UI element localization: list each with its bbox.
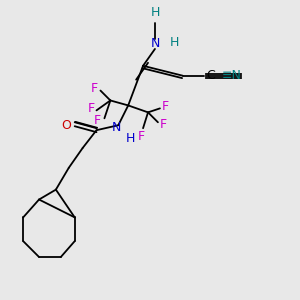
Text: F: F <box>90 82 98 95</box>
Text: F: F <box>93 114 100 127</box>
Text: N: N <box>112 121 121 134</box>
Text: F: F <box>162 100 169 113</box>
Text: H: H <box>170 37 179 50</box>
Text: N: N <box>150 38 160 50</box>
Text: O: O <box>61 119 71 132</box>
Text: C: C <box>206 69 215 82</box>
Text: F: F <box>137 130 145 143</box>
Text: ≡N: ≡N <box>221 69 241 82</box>
Text: F: F <box>160 118 167 131</box>
Text: H: H <box>126 132 136 145</box>
Text: F: F <box>87 102 94 115</box>
Text: H: H <box>150 6 160 19</box>
